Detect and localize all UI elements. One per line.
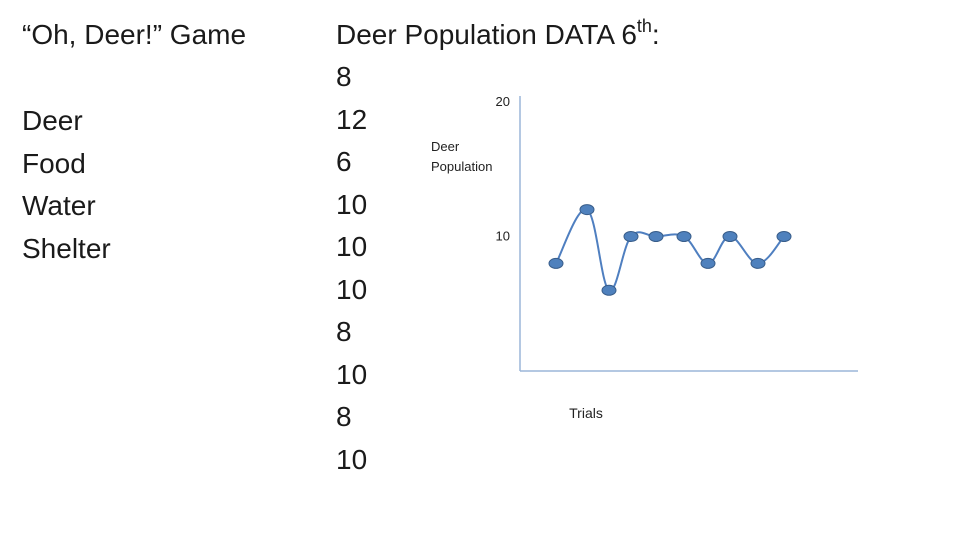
data-value-8: 10 — [336, 358, 368, 390]
data-point-4 — [623, 231, 639, 242]
data-value-10: 10 — [336, 443, 368, 475]
data-point-8 — [722, 231, 738, 242]
data-value-9: 8 — [336, 401, 352, 432]
topic-item-food: Food — [22, 147, 86, 179]
y-axis-label-line-2: Population — [431, 159, 492, 174]
x-axis-label: Trials — [569, 405, 603, 421]
y-tick-label-20: 20 — [496, 94, 510, 109]
topic-item-water: Water — [22, 190, 96, 221]
data-point-1 — [548, 257, 564, 269]
data-panel: Deer Population DATA 6th: 8 12 6 10 10 1… — [336, 14, 660, 481]
topic-item-deer: Deer — [22, 105, 83, 136]
chart-axes — [519, 96, 858, 372]
data-point-9 — [750, 257, 766, 269]
y-axis-label-line-1: Deer — [431, 139, 460, 154]
topic-item-shelter: Shelter — [22, 232, 111, 264]
data-value-6: 10 — [336, 273, 368, 305]
chart-series — [548, 204, 792, 296]
data-point-6 — [676, 231, 692, 242]
data-value-4: 10 — [336, 188, 368, 220]
game-title: “Oh, Deer!” Game — [22, 19, 247, 50]
data-value-5: 10 — [336, 231, 368, 262]
data-value-7: 8 — [336, 316, 352, 347]
data-point-10 — [776, 231, 792, 242]
y-tick-label-10: 10 — [496, 229, 510, 244]
chart-labels: 10 20 Deer Population Trials — [431, 94, 603, 421]
series-line — [555, 208, 785, 292]
data-point-2 — [579, 204, 595, 216]
game-panel: “Oh, Deer!” Game Deer Food Water Shelter — [22, 14, 312, 270]
data-point-3 — [601, 284, 617, 296]
data-title-main: Deer Population DATA 6 — [336, 19, 637, 50]
data-title-sup: th — [636, 16, 652, 36]
data-value-1: 8 — [336, 61, 352, 92]
data-value-3: 6 — [336, 146, 352, 177]
data-point-5 — [648, 231, 664, 242]
data-title-end: : — [651, 19, 660, 50]
data-point-7 — [700, 257, 716, 269]
data-value-2: 12 — [336, 103, 368, 135]
data-title: Deer Population DATA 6th: — [336, 14, 660, 56]
